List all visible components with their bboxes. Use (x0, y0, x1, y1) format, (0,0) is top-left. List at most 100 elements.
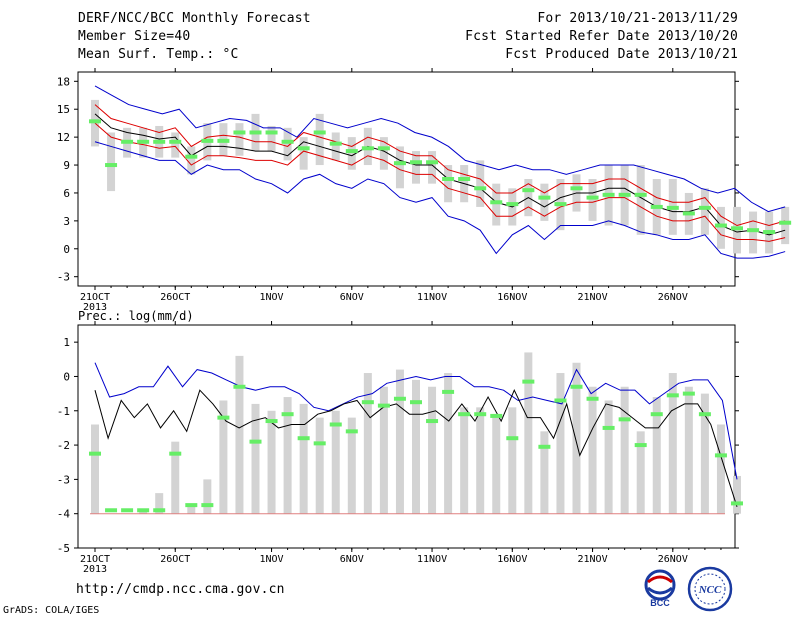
median-marker (731, 501, 743, 506)
x-tick-label: 21NOV (577, 554, 607, 565)
spread-box (412, 379, 420, 514)
spread-box (700, 188, 709, 235)
series-line-mean (94, 388, 738, 507)
median-marker (586, 396, 599, 401)
median-marker (329, 141, 342, 146)
spread-box (652, 397, 661, 514)
x-tick-year-label: 2013 (83, 564, 107, 575)
spread-box (187, 506, 196, 514)
x-tick-year-label: 2013 (83, 302, 107, 313)
series-line-max (94, 85, 786, 213)
spread-box (749, 211, 758, 254)
spread-box (171, 132, 180, 158)
median-marker (522, 188, 535, 193)
median-marker (410, 160, 422, 165)
median-marker (281, 139, 294, 144)
y-tick-label: 15 (57, 103, 70, 116)
x-tick-label: 26NOV (658, 292, 688, 303)
median-marker (554, 202, 567, 207)
median-marker (153, 139, 166, 144)
spread-box (476, 160, 485, 207)
spread-box (331, 132, 340, 161)
x-tick-label: 26OCT (160, 554, 190, 565)
median-marker (233, 130, 246, 135)
median-marker (297, 146, 310, 151)
median-marker (474, 412, 487, 417)
spread-box (444, 165, 453, 203)
spread-box (395, 369, 404, 514)
x-tick-label: 11NOV (417, 554, 447, 565)
spread-box (412, 151, 420, 184)
y-axis-label: Prec.: log(mm/d) (78, 309, 194, 323)
spread-box (347, 137, 356, 170)
median-marker (121, 508, 134, 513)
median-marker (185, 154, 198, 159)
spread-box (428, 386, 437, 514)
median-marker (121, 139, 134, 144)
spread-box (267, 410, 276, 514)
x-tick-label: 16NOV (497, 554, 527, 565)
y-tick-label: 9 (63, 159, 70, 172)
median-marker (747, 228, 760, 233)
median-marker (698, 412, 711, 417)
median-marker (393, 161, 406, 166)
spread-box (476, 407, 485, 514)
spread-box (636, 165, 645, 235)
median-marker (714, 453, 727, 458)
median-marker (377, 146, 390, 151)
spread-box (444, 373, 453, 514)
y-tick-label: 6 (63, 187, 70, 200)
spread-box (540, 431, 549, 514)
median-marker (105, 508, 118, 513)
spread-box (524, 352, 533, 514)
y-tick-label: -5 (57, 542, 70, 555)
median-marker (105, 163, 118, 168)
spread-box (299, 137, 308, 170)
spread-box (588, 386, 597, 514)
ncc-logo-text: NCC (698, 584, 722, 596)
spread-box (428, 151, 437, 184)
spread-box (171, 441, 180, 514)
spread-box (363, 373, 372, 514)
median-marker (169, 139, 182, 144)
median-marker (666, 205, 679, 210)
median-marker (490, 413, 503, 418)
median-marker (426, 419, 439, 424)
median-marker (698, 205, 711, 210)
median-marker (217, 138, 230, 143)
spread-box (203, 479, 212, 514)
median-marker (731, 226, 743, 231)
median-marker (249, 439, 262, 444)
median-marker (602, 192, 615, 197)
median-marker (506, 202, 519, 207)
spread-box (700, 393, 709, 514)
fcst-produced-label: Fcst Produced Date 2013/10/21 (505, 47, 738, 62)
y-tick-label: -3 (57, 271, 70, 284)
spread-box (379, 137, 388, 170)
median-marker (89, 451, 101, 456)
median-marker (137, 139, 150, 144)
grads-credit: GrADS: COLA/IGES (3, 605, 100, 616)
member-size-label: Member Size=40 (78, 29, 191, 44)
y-tick-label: 1 (63, 336, 70, 349)
plot-frame (77, 71, 736, 287)
median-marker (393, 396, 406, 401)
median-marker (153, 508, 166, 513)
median-marker (763, 230, 776, 235)
median-marker (602, 425, 615, 430)
median-marker (169, 451, 182, 456)
spread-box (604, 400, 613, 514)
median-marker (634, 443, 647, 448)
spread-box (395, 146, 404, 189)
x-tick-label: 6NOV (340, 292, 364, 303)
x-tick-label: 11NOV (417, 292, 447, 303)
spread-box (187, 146, 196, 175)
spread-box (556, 373, 565, 514)
median-marker (377, 403, 390, 408)
y-tick-label: 0 (63, 370, 70, 383)
source-url-link[interactable]: http://cmdp.ncc.cma.gov.cn (76, 582, 285, 597)
spread-box (588, 179, 597, 221)
spread-box (347, 417, 356, 514)
